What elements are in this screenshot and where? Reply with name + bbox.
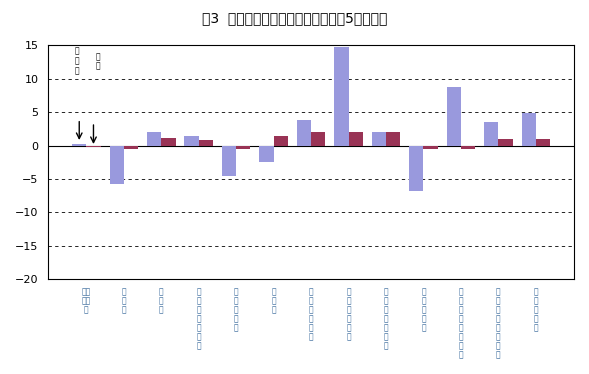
- Bar: [349, 132, 363, 145]
- Bar: [222, 145, 236, 176]
- Bar: [498, 139, 512, 145]
- Text: 嘰3  産業別現金給与総額の前年比（5人以上）: 嘰3 産業別現金給与総額の前年比（5人以上）: [202, 11, 387, 25]
- Bar: [297, 120, 311, 145]
- Bar: [124, 145, 138, 149]
- Bar: [423, 145, 438, 149]
- Bar: [161, 138, 176, 145]
- Bar: [110, 145, 124, 184]
- Bar: [335, 46, 349, 145]
- Bar: [147, 132, 161, 145]
- Bar: [446, 88, 461, 145]
- Bar: [87, 145, 101, 147]
- Bar: [274, 135, 288, 145]
- Bar: [386, 132, 401, 145]
- Bar: [198, 140, 213, 145]
- Text: 鳥
取
県: 鳥 取 県: [75, 46, 80, 75]
- Bar: [259, 145, 274, 162]
- Bar: [236, 145, 250, 149]
- Bar: [72, 144, 87, 145]
- Bar: [184, 135, 198, 145]
- Bar: [484, 122, 498, 145]
- Bar: [311, 132, 325, 145]
- Text: 全
国: 全 国: [95, 52, 100, 71]
- Bar: [536, 139, 550, 145]
- Bar: [461, 145, 475, 149]
- Bar: [522, 113, 536, 145]
- Bar: [409, 145, 423, 191]
- Bar: [372, 132, 386, 145]
